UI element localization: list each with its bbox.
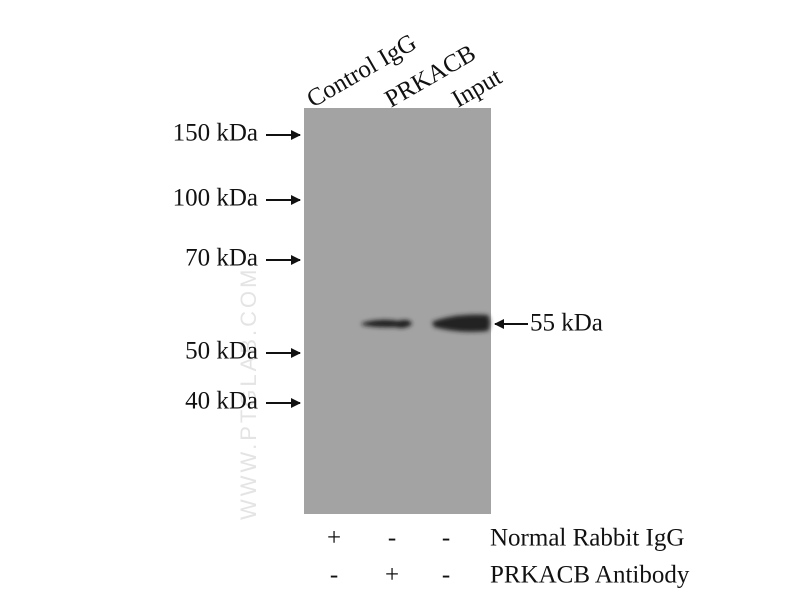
band-label: 55 kDa bbox=[530, 310, 603, 337]
symbol: + bbox=[385, 562, 399, 589]
symbol: - bbox=[442, 562, 450, 589]
band bbox=[432, 314, 490, 332]
markers: 150 kDa 100 kDa 70 kDa 50 kDa 40 kDa bbox=[173, 120, 301, 415]
symbol: - bbox=[388, 525, 396, 552]
bands bbox=[362, 314, 490, 332]
marker-label: 150 kDa bbox=[173, 120, 258, 147]
blot bbox=[304, 108, 491, 514]
watermark: WWW.PTGLAB.COM bbox=[236, 267, 261, 520]
row-label: PRKACB Antibody bbox=[490, 562, 690, 589]
marker-label: 70 kDa bbox=[185, 245, 258, 272]
row-label: Normal Rabbit IgG bbox=[490, 525, 684, 552]
marker-label: 100 kDa bbox=[173, 185, 258, 212]
symbol: - bbox=[442, 525, 450, 552]
lane-labels: Control IgG PRKACB Input bbox=[302, 29, 506, 113]
marker-label: 50 kDa bbox=[185, 338, 258, 365]
band bbox=[362, 319, 412, 328]
marker-label: 40 kDa bbox=[185, 388, 258, 415]
symbol: - bbox=[330, 562, 338, 589]
table: + - - Normal Rabbit IgG - + - PRKACB Ant… bbox=[327, 525, 690, 589]
symbol: + bbox=[327, 525, 341, 552]
